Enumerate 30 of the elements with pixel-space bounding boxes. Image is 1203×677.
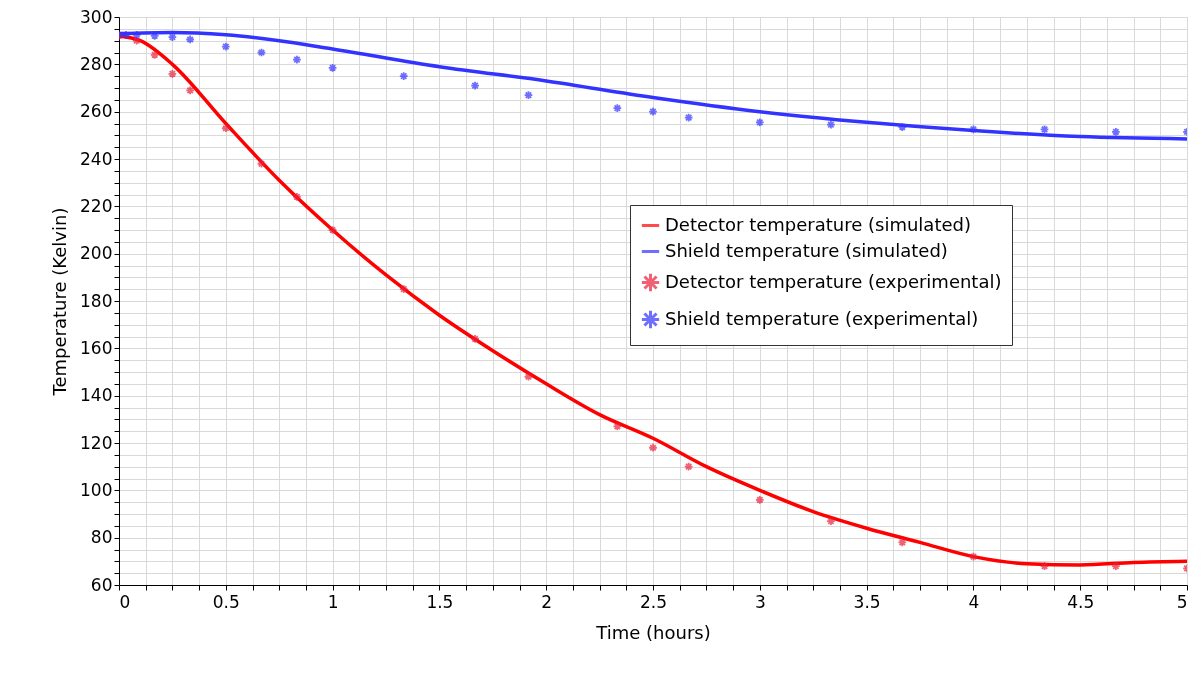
y-tick-label: 100 [80, 479, 113, 500]
y-tick-label: 180 [80, 290, 113, 311]
y-tick-label: 160 [80, 337, 113, 358]
x-tick-label: 1.5 [426, 591, 454, 612]
legend-label: Detector temperature (experimental) [665, 270, 1002, 292]
legend-label: Detector temperature (simulated) [665, 213, 971, 235]
y-tick-label: 220 [80, 195, 113, 216]
x-tick-label: 0 [119, 591, 131, 612]
y-axis-title: Temperature (Kelvin) [49, 207, 71, 397]
x-axis-title: Time (hours) [595, 621, 711, 643]
x-tick-label: 5 [1176, 591, 1188, 612]
x-tick-label: 1 [327, 591, 339, 612]
y-tick-label: 120 [80, 432, 113, 453]
legend-label: Shield temperature (simulated) [665, 239, 948, 261]
y-tick-label: 300 [80, 6, 113, 27]
y-tick-label: 200 [80, 243, 113, 264]
y-tick-label: 140 [80, 385, 113, 406]
x-tick-label: 4.5 [1067, 591, 1095, 612]
x-tick-label: 0.5 [212, 591, 240, 612]
x-tick-label: 3.5 [853, 591, 881, 612]
x-tick-label: 3 [754, 591, 766, 612]
y-tick-label: 60 [90, 574, 113, 595]
x-tick-label: 2 [541, 591, 553, 612]
y-tick-label: 80 [90, 527, 113, 548]
legend-label: Shield temperature (experimental) [665, 307, 979, 329]
y-tick-label: 280 [80, 53, 113, 74]
y-tick-label: 260 [80, 101, 113, 122]
x-tick-label: 4 [968, 591, 980, 612]
y-tick-label: 240 [80, 148, 113, 169]
x-tick-label: 2.5 [639, 591, 668, 612]
